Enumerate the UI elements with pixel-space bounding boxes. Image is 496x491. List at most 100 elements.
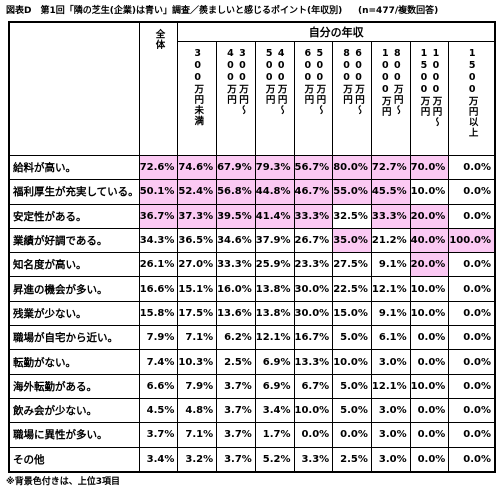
value-cell: 37.3% (177, 203, 218, 229)
value-cell: 6.6% (138, 373, 179, 399)
column-header-text: 600万円～800万円 (341, 48, 365, 116)
sample-note: (n=477/複数回答) (358, 6, 439, 16)
row-label: 知名度が高い。 (8, 252, 140, 278)
column-header: 400万円～500万円 (254, 41, 295, 156)
value-cell: 0.0% (448, 203, 496, 229)
value-cell: 10.0% (293, 397, 334, 424)
value-cell: 3.7% (138, 422, 179, 448)
value-cell: 3.0% (370, 349, 411, 375)
value-cell: 1.7% (254, 422, 295, 448)
value-cell: 5.0% (332, 397, 372, 424)
value-cell: 12.1% (254, 325, 295, 351)
value-cell: 74.6% (177, 154, 218, 181)
value-cell: 45.5% (370, 179, 411, 205)
value-cell: 15.0% (332, 300, 372, 327)
value-cell: 6.7% (293, 373, 334, 399)
value-cell: 0.0% (409, 325, 450, 351)
value-cell: 32.5% (332, 203, 372, 229)
column-header: 600万円～800万円 (332, 41, 372, 156)
value-cell: 27.5% (332, 252, 372, 278)
value-cell: 16.7% (293, 325, 334, 351)
value-cell: 6.9% (254, 349, 295, 375)
value-cell: 10.0% (409, 276, 450, 302)
column-header: 500万円～600万円 (293, 41, 334, 156)
value-cell: 0.0% (409, 349, 450, 375)
value-cell: 0.0% (293, 422, 334, 448)
value-cell: 9.1% (370, 252, 411, 278)
column-header: 1000万円～1500万円 (409, 41, 450, 156)
data-row: 飲み会が少ない。 4.5% 4.8% 3.7% 3.4% 10.0% 5.0% 3.0% 0.0… (8, 397, 496, 424)
value-cell: 10.0% (409, 300, 450, 327)
value-cell: 17.5% (177, 300, 218, 327)
value-cell: 6.2% (216, 325, 256, 351)
data-row: 昇進の機会が多い。 16.6% 15.1% 16.0% 13.8% 30.0% 22.5% 1… (8, 276, 496, 302)
data-row: 知名度が高い。 26.1% 27.0% 33.3% 25.9% 23.3% 27.5% 9.1… (8, 252, 496, 278)
value-cell: 3.3% (293, 446, 334, 473)
value-cell: 6.1% (370, 325, 411, 351)
row-label: 給料が高い。 (8, 154, 140, 181)
value-cell: 3.0% (370, 446, 411, 473)
value-cell: 37.9% (254, 227, 295, 254)
value-cell: 15.1% (177, 276, 218, 302)
value-cell: 3.4% (254, 397, 295, 424)
column-header-text: 400万円～500万円 (263, 48, 287, 116)
value-cell: 12.1% (370, 373, 411, 399)
value-cell: 34.6% (216, 227, 256, 254)
value-cell: 36.5% (177, 227, 218, 254)
value-cell: 12.1% (370, 276, 411, 302)
value-cell: 0.0% (448, 252, 496, 278)
value-cell: 0.0% (448, 349, 496, 375)
column-header-text: 全体 (153, 29, 165, 50)
data-row: 残業が少ない。 15.8% 17.5% 13.6% 13.8% 30.0% 15.0% 9.1… (8, 300, 496, 327)
value-cell: 4.5% (138, 397, 179, 424)
value-cell: 80.0% (332, 154, 372, 181)
value-cell: 0.0% (409, 422, 450, 448)
value-cell: 56.8% (216, 179, 256, 205)
row-label: 職場に異性が多い。 (8, 422, 140, 448)
data-row: 職場が自宅から近い。 7.9% 7.1% 6.2% 12.1% 16.7% 5.0% 6.1%… (8, 325, 496, 351)
title: 図表D 第1回「隣の芝生(企業)は青い」調査／羨ましいと感じるポイント(年収別) (6, 6, 343, 16)
value-cell: 35.0% (332, 227, 372, 254)
value-cell: 36.7% (138, 203, 179, 229)
value-cell: 0.0% (409, 446, 450, 473)
value-cell: 7.9% (138, 325, 179, 351)
data-row: 職場に異性が多い。 3.7% 7.1% 3.7% 1.7% 0.0% 0.0% 3.0% 0.0… (8, 422, 496, 448)
header-row: 全体 自分の年収 (8, 21, 496, 156)
row-label: 飲み会が少ない。 (8, 397, 140, 424)
value-cell: 3.0% (370, 397, 411, 424)
column-header-text: 300万円～400万円 (224, 48, 248, 116)
data-row: 海外転勤がある。 6.6% 7.9% 3.7% 6.9% 6.7% 5.0% 12.1% 10.… (8, 373, 496, 399)
value-cell: 56.7% (293, 154, 334, 181)
value-cell: 3.0% (370, 422, 411, 448)
value-cell: 22.5% (332, 276, 372, 302)
value-cell: 41.4% (254, 203, 295, 229)
value-cell: 7.1% (177, 325, 218, 351)
value-cell: 7.4% (138, 349, 179, 375)
value-cell: 26.7% (293, 227, 334, 254)
column-header-text: 1000万円～1500万円 (418, 48, 442, 128)
value-cell: 72.7% (370, 154, 411, 181)
value-cell: 10.0% (332, 349, 372, 375)
value-cell: 26.1% (138, 252, 179, 278)
value-cell: 23.3% (293, 252, 334, 278)
value-cell: 0.0% (448, 325, 496, 351)
corner-cell (8, 21, 140, 156)
column-header: 1500万円以上 (448, 41, 496, 156)
value-cell: 4.8% (177, 397, 218, 424)
value-cell: 67.9% (216, 154, 256, 181)
column-header: 全体 (138, 21, 179, 156)
value-cell: 21.2% (370, 227, 411, 254)
value-cell: 79.3% (254, 154, 295, 181)
value-cell: 50.1% (138, 179, 179, 205)
value-cell: 70.0% (409, 154, 450, 181)
row-label: 職場が自宅から近い。 (8, 325, 140, 351)
value-cell: 3.7% (216, 397, 256, 424)
value-cell: 10.0% (409, 373, 450, 399)
value-cell: 46.7% (293, 179, 334, 205)
data-row: 安定性がある。 36.7% 37.3% 39.5% 41.4% 33.3% 32.5% 33.… (8, 203, 496, 229)
data-row: 給料が高い。 72.6% 74.6% 67.9% 79.3% 56.7% 80.0% 72.7… (8, 154, 496, 181)
value-cell: 5.2% (254, 446, 295, 473)
value-cell: 20.0% (409, 203, 450, 229)
value-cell: 13.8% (254, 300, 295, 327)
